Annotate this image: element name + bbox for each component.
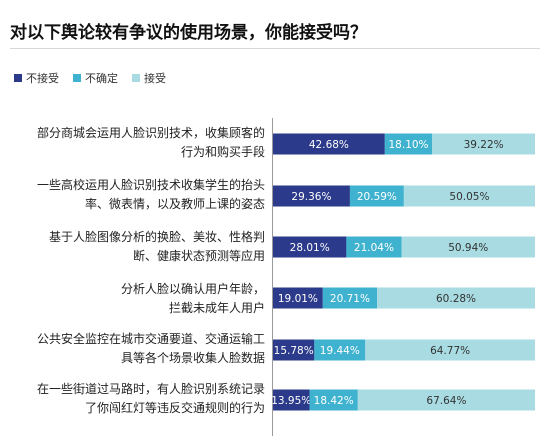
bar-segment-accept	[377, 287, 535, 309]
data-label-accept: 60.28%	[436, 293, 476, 305]
data-label-not-accept: 28.01%	[290, 242, 330, 254]
data-label-unsure: 19.44%	[320, 345, 360, 357]
category-label-age-check: 分析人脸以确认用户年龄， 拦截未成年人用户	[5, 280, 265, 318]
bar-segment-not-accept	[273, 389, 310, 411]
data-label-accept: 50.05%	[449, 191, 489, 203]
data-label-accept: 39.22%	[464, 139, 504, 151]
data-label-not-accept: 42.68%	[309, 139, 349, 151]
category-label-line: 率、微表情，以及教师上课的姿态	[84, 197, 265, 211]
legend-swatch-unsure	[73, 74, 81, 82]
category-label-campus: 一些高校运用人脸识别技术收集学生的抬头 率、微表情，以及教师上课的姿态	[5, 176, 265, 214]
bar-segment-not-accept	[273, 287, 323, 309]
data-label-accept: 64.77%	[430, 345, 470, 357]
bar-segment-accept	[357, 389, 536, 411]
bar-segment-not-accept	[273, 236, 347, 258]
category-label-line: 分析人脸以确认用户年龄，	[120, 282, 265, 296]
bar-segment-unsure	[322, 287, 378, 309]
data-label-accept: 67.64%	[426, 395, 466, 407]
bar-segment-not-accept	[273, 185, 350, 207]
bar-segment-unsure	[314, 339, 366, 361]
category-label-public-security: 公共安全监控在城市交通要道、交通运输工 具等各个场景收集人脸数据	[5, 330, 265, 368]
title-divider	[10, 48, 540, 49]
bar-segment-accept	[365, 339, 535, 361]
bar-segment-not-accept	[273, 339, 315, 361]
bar-segment-unsure	[309, 389, 358, 411]
data-label-accept: 50.94%	[448, 242, 488, 254]
category-label-line: 一些高校运用人脸识别技术收集学生的抬头	[36, 178, 265, 192]
category-label-traffic: 在一些街道过马路时，有人脸识别系统记录 了你闯红灯等违反交通规则的行为	[5, 380, 265, 418]
data-label-unsure: 18.10%	[389, 139, 429, 151]
data-label-unsure: 20.59%	[357, 191, 397, 203]
category-label-line: 公共安全监控在城市交通要道、交通运输工	[36, 332, 265, 346]
data-label-not-accept: 15.78%	[274, 345, 314, 357]
bar-segment-unsure	[346, 236, 402, 258]
category-label-line: 基于人脸图像分析的换脸、美妆、性格判	[48, 230, 265, 244]
bar-segment-not-accept	[273, 133, 385, 155]
data-label-unsure: 18.42%	[314, 395, 354, 407]
bar-segment-accept	[401, 236, 535, 258]
category-label-line: 行为和购买手段	[180, 145, 265, 159]
data-label-unsure: 21.04%	[354, 242, 394, 254]
data-label-not-accept: 19.01%	[278, 293, 318, 305]
legend-swatch-accept	[132, 74, 140, 82]
legend-swatch-not-accept	[14, 74, 22, 82]
category-label-line: 了你闯红灯等违反交通规则的行为	[84, 401, 265, 415]
bar-segment-accept	[403, 185, 535, 207]
category-label-line: 具等各个场景收集人脸数据	[120, 351, 265, 365]
category-label-line: 部分商城会运用人脸识别技术，收集顾客的	[36, 126, 265, 140]
category-axis-line	[272, 118, 273, 436]
legend-item-unsure: 不确定	[73, 70, 118, 86]
category-label-line: 断、健康状态预测等应用	[132, 249, 265, 263]
category-label-line: 拦截未成年人用户	[168, 301, 265, 315]
legend-item-accept: 接受	[132, 70, 166, 86]
data-label-unsure: 20.71%	[330, 293, 370, 305]
data-label-not-accept: 29.36%	[291, 191, 331, 203]
legend-label-accept: 接受	[144, 72, 166, 85]
category-label-line: 在一些街道过马路时，有人脸识别系统记录	[36, 382, 265, 396]
category-label-mall: 部分商城会运用人脸识别技术，收集顾客的 行为和购买手段	[5, 124, 265, 162]
bar-segment-unsure	[384, 133, 433, 155]
legend-label-unsure: 不确定	[85, 72, 118, 85]
chart-title: 对以下舆论较有争议的使用场景，你能接受吗？	[10, 23, 367, 43]
bar-segment-unsure	[349, 185, 404, 207]
bar-segment-accept	[432, 133, 535, 155]
legend-label-not-accept: 不接受	[26, 72, 59, 85]
category-label-face-apps: 基于人脸图像分析的换脸、美妆、性格判 断、健康状态预测等应用	[5, 228, 265, 266]
legend: 不接受 不确定 接受	[14, 70, 180, 86]
data-label-not-accept: 13.95%	[271, 395, 311, 407]
legend-item-not-accept: 不接受	[14, 70, 59, 86]
